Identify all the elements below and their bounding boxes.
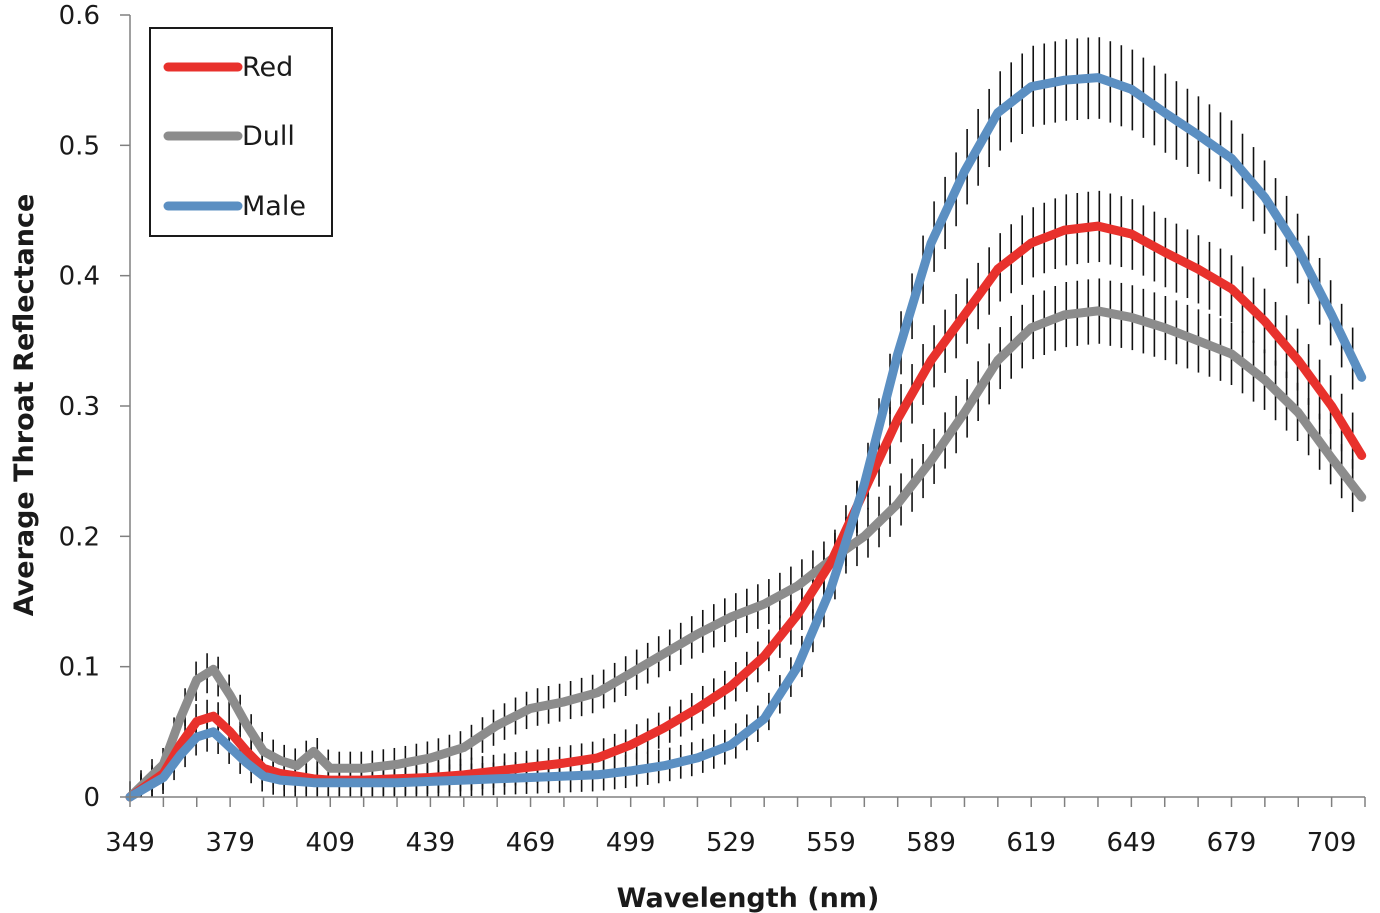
x-tick-label: 529 [706, 828, 756, 858]
x-tick-label: 349 [105, 828, 155, 858]
y-tick-label: 0.2 [59, 522, 100, 552]
x-tick-label: 619 [1006, 828, 1056, 858]
legend-label-male: Male [242, 191, 306, 222]
series-line-male [125, 73, 1367, 802]
x-tick-label: 439 [406, 828, 456, 858]
series-line-red [125, 221, 1367, 802]
x-tick-label: 679 [1207, 828, 1257, 858]
legend: Red Dull Male [149, 27, 333, 237]
x-tick-label: 499 [606, 828, 656, 858]
x-tick-label: 469 [506, 828, 556, 858]
y-tick-label: 0.5 [59, 131, 100, 161]
y-axis-title: Average Throat Reflectance [9, 194, 40, 617]
y-tick-label: 0.6 [59, 1, 100, 31]
legend-label-red: Red [242, 52, 293, 83]
y-tick-label: 0 [83, 783, 100, 813]
x-tick-label: 409 [305, 828, 355, 858]
x-tick-label: 709 [1307, 828, 1357, 858]
x-tick-label: 649 [1107, 828, 1157, 858]
y-tick-label: 0.1 [59, 653, 100, 683]
y-axis-ticks: 0 0.1 0.2 0.3 0.4 0.5 0.6 [59, 1, 130, 813]
x-axis-ticks: 349 379 409 439 469 499 529 559 589 619 649 679 709 [105, 797, 1366, 858]
x-tick-label: 589 [906, 828, 956, 858]
x-tick-label: 379 [205, 828, 255, 858]
legend-label-dull: Dull [242, 121, 295, 152]
series-lines [125, 73, 1367, 802]
series-line-dull [125, 306, 1367, 802]
y-tick-label: 0.4 [59, 262, 100, 292]
x-tick-label: 559 [806, 828, 856, 858]
x-axis-title: Wavelength (nm) [617, 883, 880, 913]
y-tick-label: 0.3 [59, 392, 100, 422]
